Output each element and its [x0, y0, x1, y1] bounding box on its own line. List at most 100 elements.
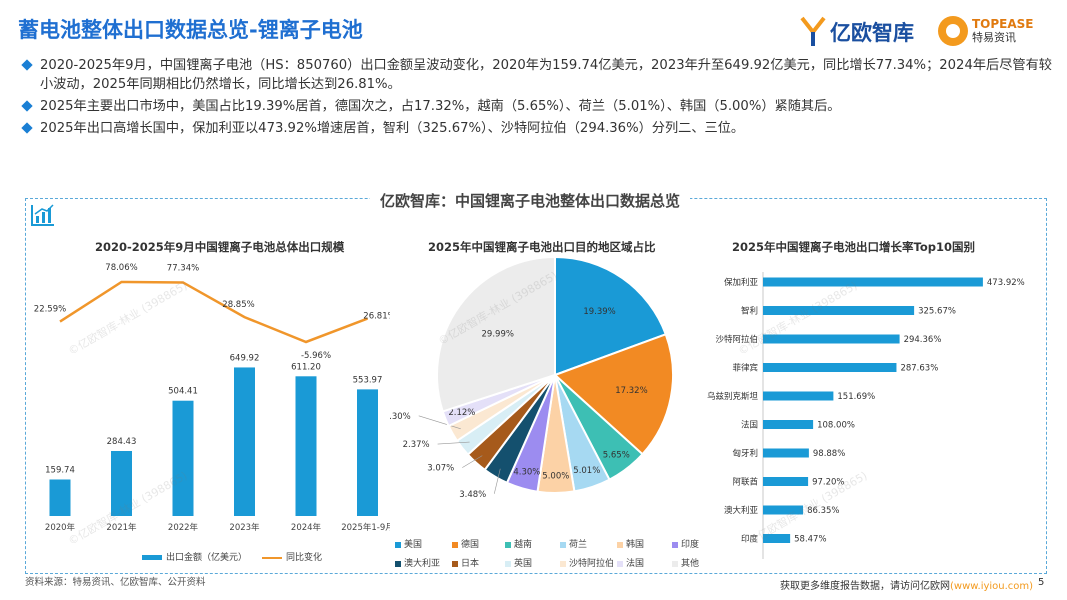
- bar-label: 86.35%: [807, 506, 839, 516]
- page-number: 5: [1038, 577, 1045, 588]
- bar-label: 108.00%: [817, 421, 855, 431]
- y-tick-label: 智利: [741, 306, 758, 317]
- bar-label: 325.67%: [918, 307, 956, 317]
- destination-pie-chart: 19.39% 17.32% 5.65%5.01% 5.00%4.30% 3.48% 3.0…: [390, 255, 674, 500]
- legend-swatch: [672, 541, 678, 548]
- pie-label: 2.30%: [390, 412, 411, 422]
- bar-label: 151.69%: [837, 392, 875, 402]
- y-tick-label: 法国: [741, 420, 758, 431]
- legend-swatch: [617, 560, 623, 567]
- legend-label: 其他: [681, 559, 700, 569]
- legend-swatch: [395, 560, 401, 567]
- pie-label: 5.01%: [573, 466, 600, 476]
- x-tick-label: 2022年: [168, 522, 199, 533]
- y-tick-label: 沙特阿拉伯: [715, 334, 758, 345]
- bullet-item: 2020-2025年9月，中国锂离子电池（HS：850760）出口金额呈波动变化…: [20, 56, 1055, 94]
- y-tick-label: 保加利亚: [724, 277, 759, 288]
- pie-slice: [553, 332, 674, 456]
- bar: [763, 420, 814, 429]
- y-tick-label: 印度: [741, 534, 759, 545]
- pie-legend-item: 英国: [505, 556, 532, 569]
- legend-swatch: [452, 541, 458, 548]
- pie-label: 5.00%: [542, 471, 569, 481]
- bar-label: 98.88%: [813, 449, 845, 459]
- pie-label: 2.12%: [448, 408, 475, 418]
- pie-leader-line: [462, 455, 483, 468]
- legend-label: 印度: [681, 540, 700, 550]
- pie-legend-item: 韩国: [617, 537, 644, 550]
- yiou-logo: 亿欧智库: [800, 14, 914, 50]
- topease-logo-cn: 特易资讯: [972, 31, 1016, 44]
- legend-label: 法国: [626, 559, 645, 569]
- topease-logo-icon: [938, 16, 968, 46]
- x-tick-label: 2023年: [229, 522, 260, 533]
- bar: [357, 389, 378, 516]
- bar: [49, 479, 71, 516]
- yoy-line: [59, 280, 368, 344]
- chart1-legend-bar: 出口金额（亿美元）: [142, 550, 247, 563]
- bullet-item: 2025年出口高增长国中，保加利亚以473.92%增速居首，智利（325.67%…: [20, 119, 1055, 138]
- line-label: 28.85%: [222, 300, 254, 310]
- chart-icon: [31, 204, 54, 226]
- line-label: 22.59%: [34, 305, 66, 315]
- bar: [763, 334, 900, 344]
- pie-legend-item: 沙特阿拉伯: [560, 556, 614, 569]
- topease-logo-en: TOPEASE: [972, 17, 1034, 31]
- pie-legend-item: 荷兰: [560, 537, 587, 550]
- pie-label: 3.48%: [459, 490, 486, 500]
- chart2-title: 2025年中国锂离子电池出口目的地区域占比: [428, 240, 656, 254]
- bar: [172, 400, 194, 516]
- pie-label: 5.65%: [603, 450, 630, 460]
- legend-swatch: [505, 541, 511, 548]
- pie-slice: [436, 255, 556, 413]
- topease-logo: TOPEASE 特易资讯: [938, 16, 1034, 46]
- bar: [763, 277, 983, 287]
- page-title: 蓄电池整体出口数据总览-锂离子电池: [18, 18, 363, 42]
- legend-swatch: [560, 541, 566, 548]
- legend-swatch: [560, 560, 566, 567]
- bar-label: 159.74: [45, 465, 75, 475]
- footer-note: 获取更多维度报告数据，请访问亿欧网(www.iyiou.com): [780, 577, 1033, 592]
- pie-label: 19.39%: [583, 307, 615, 317]
- bar-label: 294.36%: [904, 335, 942, 345]
- pie-slice: [554, 255, 668, 377]
- legend-bar-label: 出口金额（亿美元）: [166, 553, 248, 563]
- pie-label: 4.30%: [513, 467, 540, 477]
- y-tick-label: 澳大利亚: [724, 505, 759, 516]
- footer-url-link[interactable]: (www.iyiou.com): [950, 581, 1034, 592]
- y-tick-label: 阿联酋: [732, 477, 758, 488]
- y-tick-label: 乌兹别克斯坦: [707, 391, 759, 402]
- source-note: 资料来源：特易资讯、亿欧智库、公开资料: [25, 577, 206, 588]
- legend-label: 美国: [404, 540, 423, 550]
- legend-swatch: [395, 541, 401, 548]
- bar-label: 58.47%: [794, 535, 826, 545]
- bar: [234, 367, 255, 516]
- bar-label: 287.63%: [900, 364, 938, 374]
- growth-top10-chart: 保加利亚 473.92% 智利 325.67% 沙特阿拉伯 294.36% 菲律宾 287.6…: [707, 272, 1025, 559]
- legend-bar-swatch: [142, 555, 162, 560]
- export-scale-chart: 159.74 2020年 284.43 2021年 504.41 2022年 649.92 2…: [34, 263, 390, 533]
- line-label: -5.96%: [301, 351, 331, 361]
- legend-swatch: [672, 560, 678, 567]
- legend-line-label: 同比变化: [286, 553, 323, 563]
- legend-swatch: [617, 541, 623, 548]
- chart3-title: 2025年中国锂离子电池出口增长率Top10国别: [732, 240, 975, 254]
- x-tick-label: 2025年1-9月: [341, 522, 390, 533]
- pie-label: 3.07%: [427, 464, 454, 474]
- y-tick-label: 菲律宾: [732, 363, 758, 374]
- legend-label: 英国: [514, 559, 533, 569]
- pie-label: 29.99%: [482, 329, 514, 339]
- pie-legend-item: 其他: [672, 556, 699, 569]
- chart1-title: 2020-2025年9月中国锂离子电池总体出口规模: [95, 240, 345, 254]
- line-label: 78.06%: [105, 263, 137, 273]
- legend-label: 德国: [461, 540, 480, 550]
- chart1-legend-line: 同比变化: [262, 550, 322, 563]
- bar: [295, 376, 317, 516]
- bullet-item: 2025年主要出口市场中，美国占比19.39%居首，德国次之，占17.32%，越…: [20, 97, 1055, 116]
- pie-legend-item: 日本: [452, 556, 479, 569]
- legend-label: 荷兰: [569, 540, 588, 550]
- bar-label: 284.43: [107, 437, 137, 447]
- line-label: 77.34%: [167, 263, 199, 273]
- x-tick-label: 2020年: [45, 522, 76, 533]
- pie-legend-item: 德国: [452, 537, 479, 550]
